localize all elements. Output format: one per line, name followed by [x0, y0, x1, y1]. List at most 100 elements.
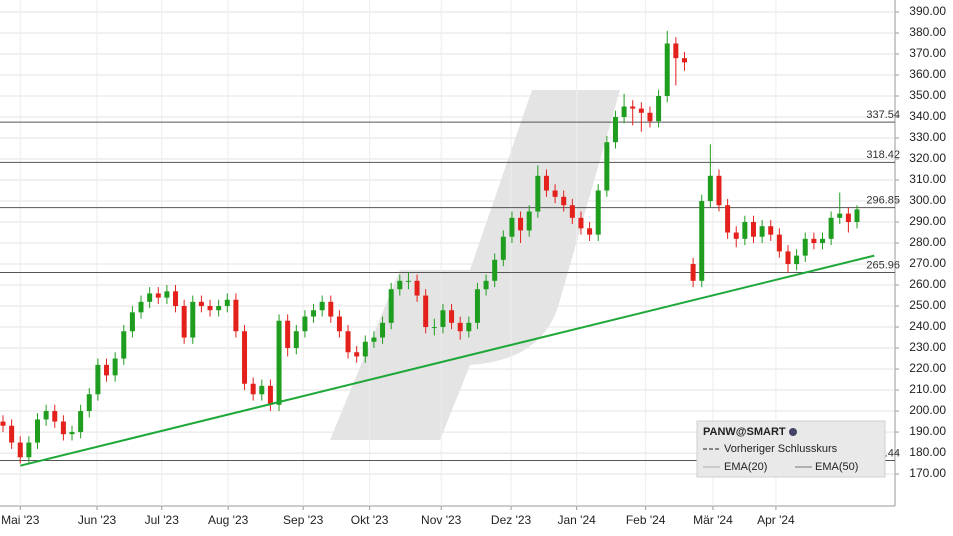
candle-body	[845, 213, 851, 223]
candle-body	[285, 320, 291, 349]
candle-body	[362, 341, 368, 357]
candle-body	[664, 43, 670, 96]
candle-body	[656, 95, 662, 122]
candle-body	[638, 108, 644, 113]
y-tick-label: 350.00	[909, 88, 946, 102]
level-label: 318.42	[866, 149, 900, 161]
y-tick-label: 280.00	[909, 235, 946, 249]
candle-body	[43, 411, 49, 420]
y-tick-label: 320.00	[909, 151, 946, 165]
legend-icon	[789, 428, 797, 436]
x-tick-label: Feb '24	[626, 513, 666, 527]
y-tick-label: 370.00	[909, 46, 946, 60]
candle-body	[86, 394, 92, 412]
y-tick-label: 390.00	[909, 4, 946, 18]
candle-body	[595, 190, 601, 235]
x-tick-label: Nov '23	[421, 513, 462, 527]
candle-body	[354, 352, 360, 357]
candle-body	[733, 232, 739, 239]
candle-body	[526, 211, 532, 231]
x-tick-label: Aug '23	[208, 513, 249, 527]
y-tick-label: 330.00	[909, 130, 946, 144]
candle-body	[95, 364, 101, 395]
candle-body	[543, 175, 549, 191]
candle-body	[552, 190, 558, 197]
candle-body	[621, 106, 627, 117]
candle-body	[759, 226, 765, 237]
candle-body	[155, 293, 161, 298]
candle-body	[9, 425, 15, 443]
candle-body	[276, 320, 282, 405]
candle-body	[768, 226, 774, 235]
candle-body	[216, 306, 222, 311]
candle-body	[397, 280, 403, 290]
candle-body	[587, 228, 593, 235]
y-tick-label: 310.00	[909, 172, 946, 186]
candle-body	[474, 289, 480, 323]
y-tick-label: 340.00	[909, 109, 946, 123]
candle-body	[336, 316, 342, 332]
candle-body	[742, 222, 748, 239]
level-label: 265.96	[866, 259, 900, 271]
candle-body	[173, 291, 179, 307]
candle-body	[681, 58, 687, 63]
candle-body	[431, 327, 437, 329]
candle-body	[802, 238, 808, 256]
candle-body	[440, 310, 446, 328]
y-tick-label: 180.00	[909, 445, 946, 459]
candle-body	[837, 213, 843, 218]
x-tick-label: Apr '24	[757, 513, 795, 527]
candle-body	[750, 222, 756, 237]
legend-item: EMA(50)	[815, 461, 858, 473]
legend-item: Vorheriger Schlusskurs	[724, 443, 838, 455]
candle-body	[138, 301, 144, 313]
x-tick-label: Jan '24	[557, 513, 596, 527]
y-tick-label: 360.00	[909, 67, 946, 81]
legend-item: EMA(20)	[724, 461, 767, 473]
candle-body	[673, 43, 679, 59]
candle-body	[242, 331, 248, 384]
level-label: 337.54	[866, 109, 900, 121]
y-tick-label: 380.00	[909, 25, 946, 39]
legend-symbol: PANW@SMART	[703, 426, 786, 438]
candle-body	[26, 442, 32, 458]
candle-body	[500, 236, 506, 260]
candle-body	[414, 280, 420, 296]
candle-body	[17, 442, 23, 458]
candle-body	[699, 201, 705, 281]
candle-body	[129, 312, 135, 332]
candle-body	[267, 385, 273, 405]
candle-body	[716, 175, 722, 206]
candle-body	[104, 364, 110, 376]
candle-body	[707, 175, 713, 202]
candle-body	[457, 322, 463, 332]
x-tick-label: Mär '24	[693, 513, 733, 527]
y-tick-label: 200.00	[909, 403, 946, 417]
candle-body	[449, 310, 455, 323]
x-tick-label: Dez '23	[491, 513, 532, 527]
candle-body	[604, 142, 610, 191]
candle-body	[371, 337, 377, 342]
y-tick-label: 300.00	[909, 193, 946, 207]
y-tick-label: 260.00	[909, 277, 946, 291]
candle-body	[311, 310, 317, 317]
x-tick-label: Sep '23	[283, 513, 324, 527]
candle-body	[198, 301, 204, 307]
candle-body	[181, 306, 187, 338]
candle-body	[302, 316, 308, 332]
x-tick-label: Mai '23	[1, 513, 40, 527]
y-tick-label: 170.00	[909, 466, 946, 480]
candle-body	[612, 116, 618, 143]
candle-body	[233, 299, 239, 332]
candle-body	[190, 301, 196, 338]
candle-body	[164, 291, 170, 298]
candle-body	[776, 234, 782, 252]
candle-body	[483, 280, 489, 290]
candle-body	[561, 196, 567, 206]
candle-body	[466, 322, 472, 332]
candle-body	[69, 432, 75, 435]
candle-body	[319, 301, 325, 311]
candle-body	[207, 306, 213, 311]
candle-body	[578, 217, 584, 229]
